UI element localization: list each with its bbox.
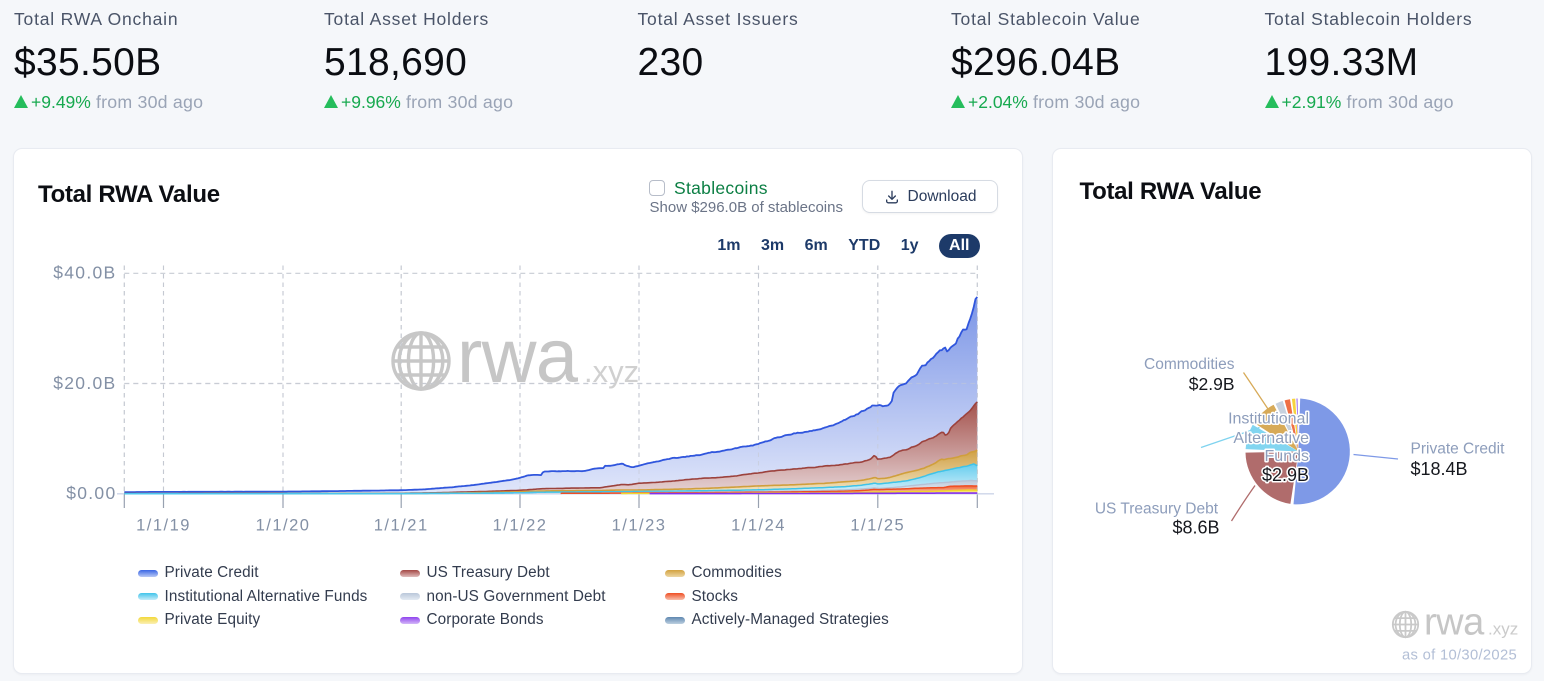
svg-text:1/1/22: 1/1/22 <box>493 517 548 535</box>
svg-text:Alternative: Alternative <box>1233 430 1309 447</box>
svg-text:1/1/25: 1/1/25 <box>850 517 905 535</box>
svg-text:$20.0B: $20.0B <box>53 373 116 393</box>
svg-text:$40.0B: $40.0B <box>53 263 116 283</box>
svg-text:$18.4B: $18.4B <box>1411 459 1468 479</box>
svg-text:Institutional: Institutional <box>1228 411 1309 428</box>
svg-text:$8.6B: $8.6B <box>1172 518 1219 538</box>
svg-text:$0.00: $0.00 <box>66 483 116 503</box>
svg-text:1/1/19: 1/1/19 <box>136 517 191 535</box>
svg-text:1/1/24: 1/1/24 <box>731 517 786 535</box>
svg-text:rwa: rwa <box>1424 602 1485 644</box>
svg-text:.xyz: .xyz <box>584 354 639 389</box>
svg-text:$2.9B: $2.9B <box>1189 374 1235 394</box>
svg-text:$2.9B: $2.9B <box>1262 465 1309 485</box>
svg-text:US Treasury Debt: US Treasury Debt <box>1095 501 1219 518</box>
svg-text:1/1/21: 1/1/21 <box>374 517 429 535</box>
svg-text:Funds: Funds <box>1265 448 1309 465</box>
svg-text:.xyz: .xyz <box>1488 620 1518 639</box>
svg-text:as of 10/30/2025: as of 10/30/2025 <box>1402 648 1517 664</box>
svg-text:Private Credit: Private Credit <box>1411 441 1506 458</box>
svg-text:1/1/20: 1/1/20 <box>256 517 311 535</box>
svg-text:1/1/23: 1/1/23 <box>612 517 667 535</box>
svg-text:Commodities: Commodities <box>1144 356 1235 373</box>
svg-text:rwa: rwa <box>457 314 579 399</box>
